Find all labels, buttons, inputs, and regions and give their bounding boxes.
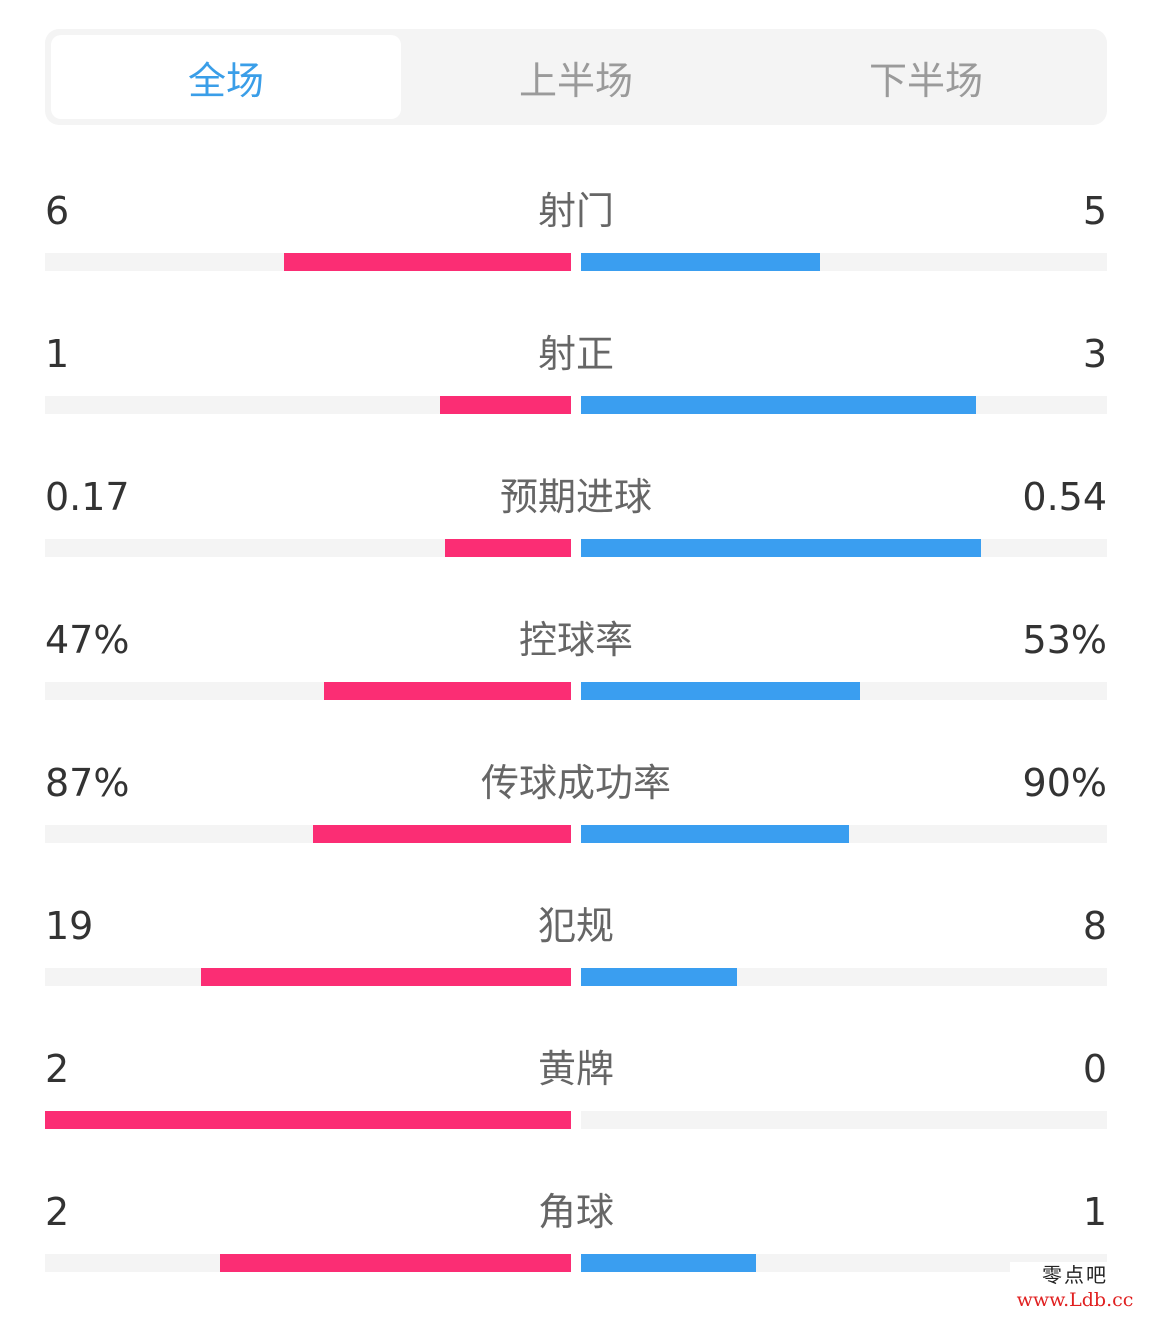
home-bar-track: [45, 682, 571, 700]
stat-label: 传球成功率: [480, 761, 671, 805]
away-bar-fill: [581, 253, 821, 271]
home-bar-fill: [445, 539, 571, 557]
away-bar-fill: [581, 968, 737, 986]
home-value: 1: [45, 332, 70, 376]
tab-first-half[interactable]: 上半场: [518, 58, 633, 103]
away-bar-fill: [581, 682, 860, 700]
home-bar-fill: [200, 968, 571, 986]
comparison-bar: [45, 1254, 1107, 1272]
away-value: 5: [1082, 189, 1107, 233]
stats-list: 6 射门 5 1 射正 3 0.17 预期进球 0.54 47% 控球率 53%: [45, 160, 1107, 1304]
stat-row-possession: 47% 控球率 53%: [45, 589, 1107, 732]
comparison-bar: [45, 825, 1107, 843]
home-value: 2: [45, 1190, 70, 1234]
home-bar-track: [45, 1254, 571, 1272]
comparison-bar: [45, 968, 1107, 986]
stat-row-expected-goals: 0.17 预期进球 0.54: [45, 446, 1107, 589]
home-bar-fill: [323, 682, 571, 700]
home-value: 0.17: [45, 475, 130, 519]
away-value: 0: [1082, 1047, 1107, 1091]
period-tabs: 全场 上半场 下半场: [45, 29, 1107, 125]
stat-row-shots: 6 射门 5: [45, 160, 1107, 303]
stat-row-yellow-cards: 2 黄牌 0: [45, 1018, 1107, 1161]
away-bar-fill: [581, 1254, 757, 1272]
home-bar-track: [45, 396, 571, 414]
stat-label: 射门: [537, 189, 614, 233]
away-bar-fill: [581, 396, 976, 414]
home-value: 87%: [45, 761, 130, 805]
home-bar-fill: [45, 1111, 571, 1129]
home-value: 47%: [45, 618, 130, 662]
tab-full-match[interactable]: 全场: [51, 35, 401, 119]
home-bar-track: [45, 1111, 571, 1129]
comparison-bar: [45, 539, 1107, 557]
stat-row-fouls: 19 犯规 8: [45, 875, 1107, 1018]
away-value: 8: [1082, 904, 1107, 948]
home-bar-track: [45, 253, 571, 271]
comparison-bar: [45, 396, 1107, 414]
away-value: 0.54: [1022, 475, 1107, 519]
stat-label: 射正: [537, 332, 614, 376]
stat-label: 预期进球: [499, 475, 652, 519]
away-bar-fill: [581, 825, 849, 843]
home-bar-fill: [220, 1254, 571, 1272]
stat-label: 角球: [537, 1190, 614, 1234]
home-bar-fill: [439, 396, 571, 414]
away-value: 90%: [1022, 761, 1107, 805]
stat-label: 控球率: [518, 618, 633, 662]
home-value: 6: [45, 189, 70, 233]
away-bar-track: [581, 825, 1107, 843]
home-bar-track: [45, 825, 571, 843]
home-value: 19: [45, 904, 94, 948]
away-bar-track: [581, 253, 1107, 271]
home-value: 2: [45, 1047, 70, 1091]
watermark: 零点吧 www.Ldb.cc: [1010, 1262, 1140, 1318]
away-bar-track: [581, 682, 1107, 700]
comparison-bar: [45, 253, 1107, 271]
away-bar-track: [581, 396, 1107, 414]
watermark-text: 零点吧: [1042, 1263, 1108, 1287]
away-value: 3: [1082, 332, 1107, 376]
away-value: 1: [1082, 1190, 1107, 1234]
stat-label: 犯规: [537, 904, 614, 948]
away-bar-track: [581, 539, 1107, 557]
home-bar-fill: [312, 825, 571, 843]
away-bar-track: [581, 1111, 1107, 1129]
tab-second-half[interactable]: 下半场: [868, 58, 983, 103]
home-bar-fill: [284, 253, 571, 271]
stat-label: 黄牌: [537, 1047, 614, 1091]
away-bar-track: [581, 1254, 1107, 1272]
comparison-bar: [45, 682, 1107, 700]
away-bar-track: [581, 968, 1107, 986]
home-bar-track: [45, 968, 571, 986]
stat-row-corners: 2 角球 1: [45, 1161, 1107, 1304]
stat-row-shots-on-target: 1 射正 3: [45, 303, 1107, 446]
away-value: 53%: [1022, 618, 1107, 662]
home-bar-track: [45, 539, 571, 557]
away-bar-fill: [581, 539, 982, 557]
stat-row-pass-accuracy: 87% 传球成功率 90%: [45, 732, 1107, 875]
comparison-bar: [45, 1111, 1107, 1129]
watermark-url: www.Ldb.cc: [1016, 1289, 1134, 1311]
